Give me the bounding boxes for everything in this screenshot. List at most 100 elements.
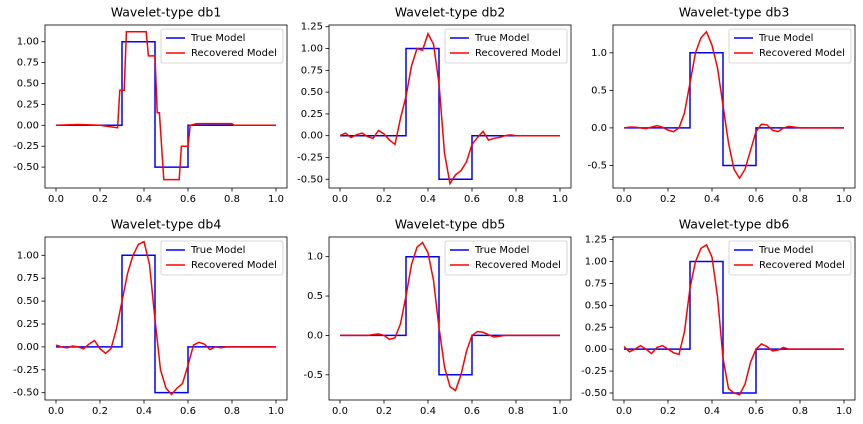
- x-tick-label: 0.0: [332, 406, 348, 417]
- x-tick-label: 0.0: [48, 406, 64, 417]
- x-tick-label: 0.2: [376, 194, 392, 205]
- x-tick-label: 0.8: [508, 406, 524, 417]
- y-tick-label: -0.25: [297, 152, 323, 163]
- y-tick-label: 0.75: [17, 273, 39, 284]
- legend-label: Recovered Model: [475, 260, 561, 271]
- legend-box: [444, 28, 568, 64]
- axes-frame: [328, 236, 572, 401]
- data-line: [340, 255, 560, 376]
- legend-label: Recovered Model: [191, 48, 277, 59]
- x-tick-label: 0.2: [92, 406, 108, 417]
- x-tick-label: 1.0: [268, 406, 284, 417]
- legend-box: [160, 28, 284, 64]
- plot-area: [623, 30, 844, 180]
- y-tick-label: 0.75: [17, 58, 39, 69]
- data-line: [624, 260, 844, 394]
- x-tick-label: 0.2: [660, 194, 676, 205]
- x-tick-label: 0.6: [748, 194, 764, 205]
- x-tick-label: 0.0: [616, 194, 632, 205]
- subplot-title: Wavelet-type db5: [395, 217, 506, 232]
- plot-area: [623, 243, 844, 396]
- x-tick-label: 0.4: [420, 194, 436, 205]
- y-tick-label: -0.50: [13, 388, 39, 399]
- axes-frame: [44, 24, 288, 189]
- legend-box: [728, 28, 852, 64]
- x-tick-label: 1.0: [552, 406, 568, 417]
- y-tick-label: 0.25: [17, 99, 39, 110]
- subplot-title: Wavelet-type db3: [679, 5, 790, 20]
- y-tick-label: 1.00: [301, 44, 323, 55]
- x-tick-label: 0.6: [464, 194, 480, 205]
- x-tick-label: 1.0: [552, 194, 568, 205]
- legend-label: Recovered Model: [191, 260, 277, 271]
- y-tick-label: 0.0: [307, 330, 323, 341]
- x-tick-label: 0.8: [224, 194, 240, 205]
- data-line: [56, 40, 276, 168]
- x-tick-label: 0.8: [792, 194, 808, 205]
- data-line: [56, 254, 276, 394]
- y-tick-label: -0.50: [13, 162, 39, 173]
- y-tick-label: -0.50: [581, 388, 607, 399]
- x-tick-label: 1.0: [836, 194, 852, 205]
- y-tick-label: 1.0: [591, 48, 607, 59]
- legend-box: [728, 240, 852, 276]
- y-tick-label: -0.25: [13, 141, 39, 152]
- subplot: Wavelet-type db3 0.0 0.2 0.4 0.6 0.8 1.0 -0.5 0.…: [587, 5, 856, 205]
- legend-label: Recovered Model: [475, 48, 561, 59]
- subplot-title: Wavelet-type db4: [111, 217, 222, 232]
- subplot: Wavelet-type db4 0.0 0.2 0.4 0.6 0.8 1.0 -0.50 -…: [13, 217, 288, 417]
- plot-area: [55, 240, 276, 396]
- subplot-title: Wavelet-type db2: [395, 5, 506, 20]
- y-tick-label: 1.00: [17, 37, 39, 48]
- subplot: Wavelet-type db1 0.0 0.2 0.4 0.6 0.8 1.0 -0.50 -…: [13, 5, 288, 205]
- x-tick-label: 0.6: [464, 406, 480, 417]
- legend-box: [160, 240, 284, 276]
- x-tick-label: 1.0: [836, 406, 852, 417]
- axes-frame: [328, 24, 572, 189]
- axes-frame: [612, 24, 856, 189]
- legend-label: Recovered Model: [759, 48, 845, 59]
- x-tick-label: 0.4: [704, 194, 720, 205]
- y-tick-label: 0.75: [301, 65, 323, 76]
- y-tick-label: 0.00: [17, 342, 39, 353]
- legend-label: True Model: [474, 33, 529, 44]
- y-tick-label: 0.0: [591, 123, 607, 134]
- subplot: Wavelet-type db2 0.0 0.2 0.4 0.6 0.8 1.0 -0.50 -…: [297, 5, 572, 205]
- legend-label: True Model: [474, 245, 529, 256]
- x-tick-label: 0.8: [224, 406, 240, 417]
- y-tick-label: 0.5: [591, 85, 607, 96]
- data-line: [55, 30, 276, 181]
- legend-label: True Model: [190, 33, 245, 44]
- axes-frame: [44, 236, 288, 401]
- y-tick-label: 0.25: [301, 109, 323, 120]
- x-tick-label: 0.2: [660, 406, 676, 417]
- y-tick-label: -0.25: [581, 366, 607, 377]
- x-tick-label: 0.8: [508, 194, 524, 205]
- data-line: [340, 47, 560, 181]
- legend-label: Recovered Model: [759, 260, 845, 271]
- y-tick-label: 1.00: [585, 257, 607, 268]
- x-tick-label: 0.0: [48, 194, 64, 205]
- y-tick-label: -0.5: [303, 370, 323, 381]
- legend-box: [444, 240, 568, 276]
- x-tick-label: 0.2: [92, 194, 108, 205]
- data-line: [55, 240, 276, 396]
- y-tick-label: 0.00: [17, 120, 39, 131]
- y-tick-label: 0.50: [17, 79, 39, 90]
- y-tick-label: 1.0: [307, 252, 323, 263]
- plot-area: [340, 241, 560, 392]
- x-tick-label: 0.8: [792, 406, 808, 417]
- y-tick-label: 0.50: [301, 87, 323, 98]
- y-tick-label: -0.5: [587, 160, 607, 171]
- plot-area: [339, 31, 560, 186]
- y-tick-label: 1.00: [17, 250, 39, 261]
- y-tick-label: 0.25: [585, 322, 607, 333]
- legend-label: True Model: [758, 245, 813, 256]
- x-tick-label: 0.2: [376, 406, 392, 417]
- x-tick-label: 0.0: [616, 406, 632, 417]
- data-line: [623, 243, 844, 396]
- y-tick-label: 0.00: [585, 344, 607, 355]
- y-tick-label: 1.25: [585, 235, 607, 246]
- x-tick-label: 0.6: [180, 406, 196, 417]
